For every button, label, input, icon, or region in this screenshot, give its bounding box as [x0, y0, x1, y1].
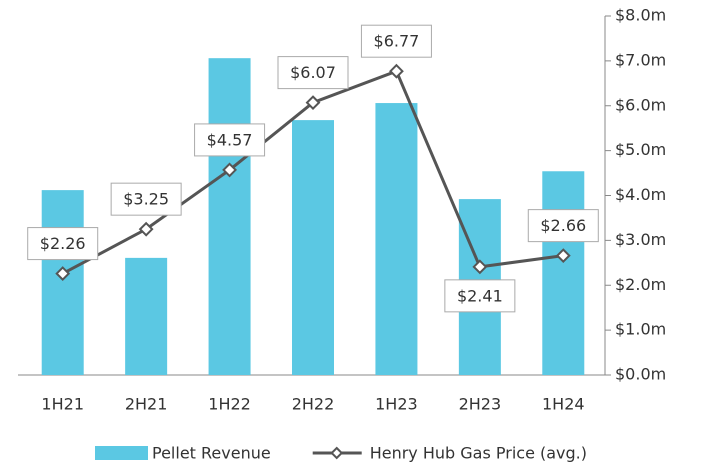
- y-tick-label: $5.0m: [615, 140, 666, 159]
- x-tick-label: 1H21: [41, 395, 84, 414]
- line-marker: [138, 221, 154, 237]
- data-label: $6.77: [374, 32, 420, 51]
- bar: [41, 190, 84, 375]
- data-label-box: [27, 227, 99, 261]
- data-label: $2.41: [457, 286, 503, 305]
- data-label: $2.26: [40, 234, 86, 253]
- line-marker: [305, 95, 321, 111]
- bar: [542, 171, 585, 375]
- bar: [208, 58, 251, 376]
- legend-label: Henry Hub Gas Price (avg.): [370, 444, 587, 463]
- data-label: $3.25: [123, 190, 169, 209]
- x-tick-label: 2H23: [459, 395, 502, 414]
- line-marker: [472, 259, 488, 275]
- y-tick-label: $3.0m: [615, 230, 666, 249]
- x-tick-label: 1H24: [542, 395, 585, 414]
- line-marker: [555, 248, 571, 264]
- x-tick-label: 1H23: [375, 395, 418, 414]
- x-tick-label: 1H22: [208, 395, 251, 414]
- y-tick-label: $1.0m: [615, 320, 666, 339]
- y-tick-label: $7.0m: [615, 50, 666, 69]
- bar: [125, 257, 168, 375]
- x-tick-label: 2H22: [292, 395, 335, 414]
- data-label-box: [194, 123, 266, 157]
- bar: [292, 120, 334, 375]
- data-label: $2.66: [540, 216, 586, 235]
- y-tick-label: $8.0m: [615, 6, 666, 25]
- y-tick-label: $2.0m: [615, 275, 666, 294]
- data-label-box: [110, 182, 182, 216]
- line-marker: [222, 162, 237, 178]
- legend-swatch: [95, 446, 148, 460]
- legend-label: Pellet Revenue: [152, 444, 271, 463]
- data-label-box: [277, 56, 349, 90]
- data-label-box: [527, 209, 599, 243]
- y-tick-label: $4.0m: [615, 185, 666, 204]
- data-label: $6.07: [290, 63, 336, 82]
- legend-marker: [330, 446, 344, 460]
- data-label-box: [444, 279, 516, 313]
- y-tick-label: $6.0m: [615, 95, 666, 114]
- line-marker: [389, 63, 404, 79]
- data-label: $4.57: [207, 130, 253, 149]
- data-label-box: [360, 24, 432, 58]
- bar: [375, 103, 418, 376]
- x-tick-label: 2H21: [125, 395, 168, 414]
- line-marker: [55, 266, 71, 281]
- y-tick-label: $0.0m: [615, 365, 666, 384]
